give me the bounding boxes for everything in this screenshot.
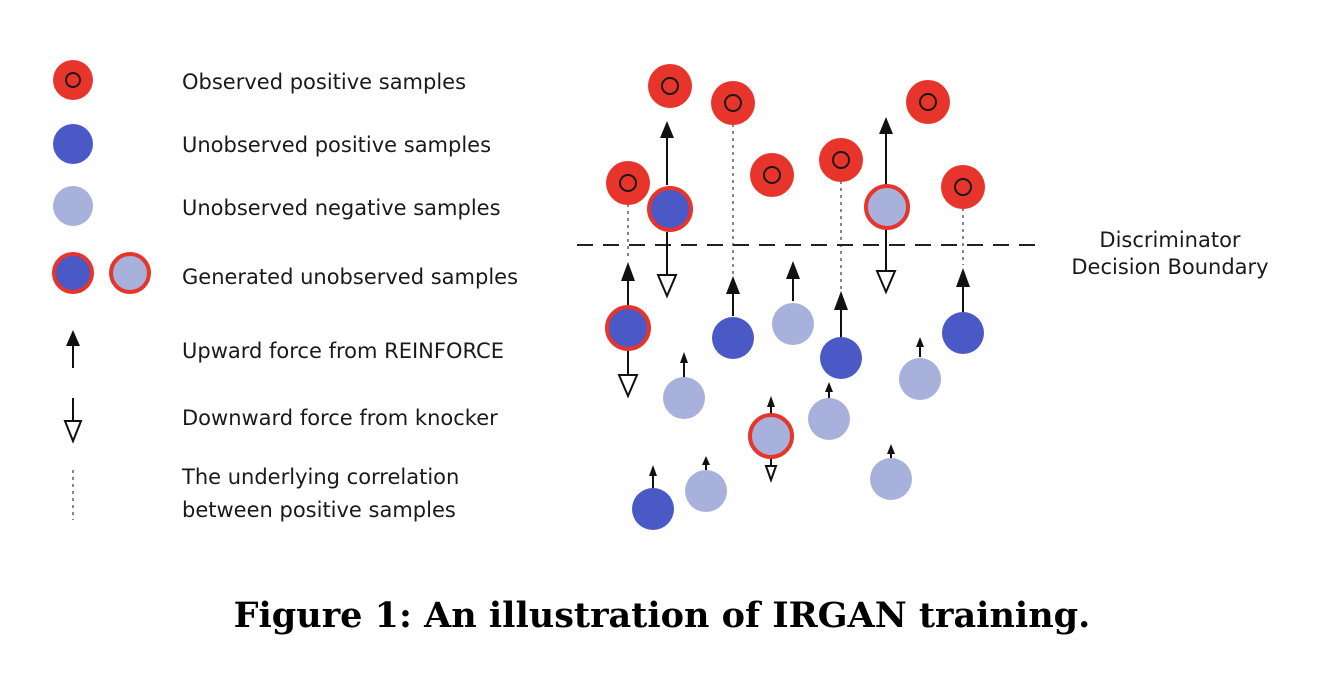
unobserved-negative-sample — [663, 377, 705, 419]
observed-sample — [750, 153, 794, 197]
downward-arrow — [656, 232, 678, 299]
diagram: Discriminator Decision Boundary — [577, 64, 1269, 530]
unobserved-positive-sample — [632, 488, 674, 530]
upward-arrows — [621, 117, 970, 488]
legend-unobserved-negative-icon — [53, 186, 93, 226]
upward-arrow — [660, 121, 674, 185]
observed-sample — [906, 80, 950, 124]
figure-caption: Figure 1: An illustration of IRGAN train… — [234, 595, 1091, 636]
boundary-label-line2: Decision Boundary — [1071, 255, 1268, 279]
unobserved-negative-sample — [685, 470, 727, 512]
legend-downward-arrow-icon — [63, 398, 83, 444]
upward-arrow — [956, 268, 970, 312]
unobserved-negative-sample — [899, 358, 941, 400]
legend-correlation-label-line1: The underlying correlation — [181, 465, 459, 489]
unobserved-positive-sample — [712, 317, 754, 359]
observed-samples — [606, 64, 985, 209]
legend-correlation-label-line2: between positive samples — [182, 498, 456, 522]
unobserved-negative-samples — [663, 303, 941, 512]
upward-arrow — [702, 456, 710, 470]
upward-arrow — [887, 444, 895, 458]
generated-samples — [605, 184, 910, 459]
upward-arrow — [680, 352, 688, 378]
unobserved-positive-samples — [632, 312, 984, 530]
generated-negative-sample — [864, 184, 910, 230]
generated-negative-sample — [748, 413, 794, 459]
downward-arrow — [875, 229, 897, 295]
upward-arrow — [879, 117, 893, 185]
legend-downward-label: Downward force from knocker — [182, 406, 498, 430]
boundary-label-line1: Discriminator — [1099, 228, 1241, 252]
observed-sample — [941, 165, 985, 209]
legend-unobserved-positive-label: Unobserved positive samples — [182, 133, 491, 157]
unobserved-negative-sample — [870, 458, 912, 500]
upward-arrow — [916, 337, 924, 357]
legend-unobserved-negative-label: Unobserved negative samples — [182, 196, 501, 220]
downward-arrows — [617, 229, 897, 483]
upward-arrow — [649, 465, 657, 488]
upward-arrow — [726, 276, 740, 316]
upward-arrow — [834, 291, 848, 338]
legend-upward-label: Upward force from REINFORCE — [182, 339, 504, 363]
legend: Observed positive samples Unobserved pos… — [52, 60, 518, 522]
observed-sample — [819, 138, 863, 182]
unobserved-negative-sample — [772, 303, 814, 345]
downward-arrow — [617, 350, 639, 399]
observed-sample — [711, 81, 755, 125]
legend-unobserved-positive-icon — [53, 124, 93, 164]
unobserved-negative-sample — [808, 398, 850, 440]
upward-arrow — [786, 261, 800, 301]
upward-arrow — [825, 382, 833, 398]
legend-generated-label: Generated unobserved samples — [182, 265, 518, 289]
observed-sample — [648, 64, 692, 108]
downward-arrow — [764, 457, 778, 483]
generated-positive-sample — [647, 186, 693, 232]
legend-observed-label: Observed positive samples — [182, 70, 466, 94]
unobserved-positive-sample — [820, 337, 862, 379]
legend-observed-icon — [53, 60, 93, 100]
legend-generated-icon — [52, 252, 151, 294]
unobserved-positive-sample — [942, 312, 984, 354]
generated-positive-sample — [605, 305, 651, 351]
upward-arrow — [621, 262, 635, 305]
observed-sample — [606, 161, 650, 205]
upward-arrow — [767, 396, 775, 414]
legend-upward-arrow-icon — [66, 330, 80, 368]
